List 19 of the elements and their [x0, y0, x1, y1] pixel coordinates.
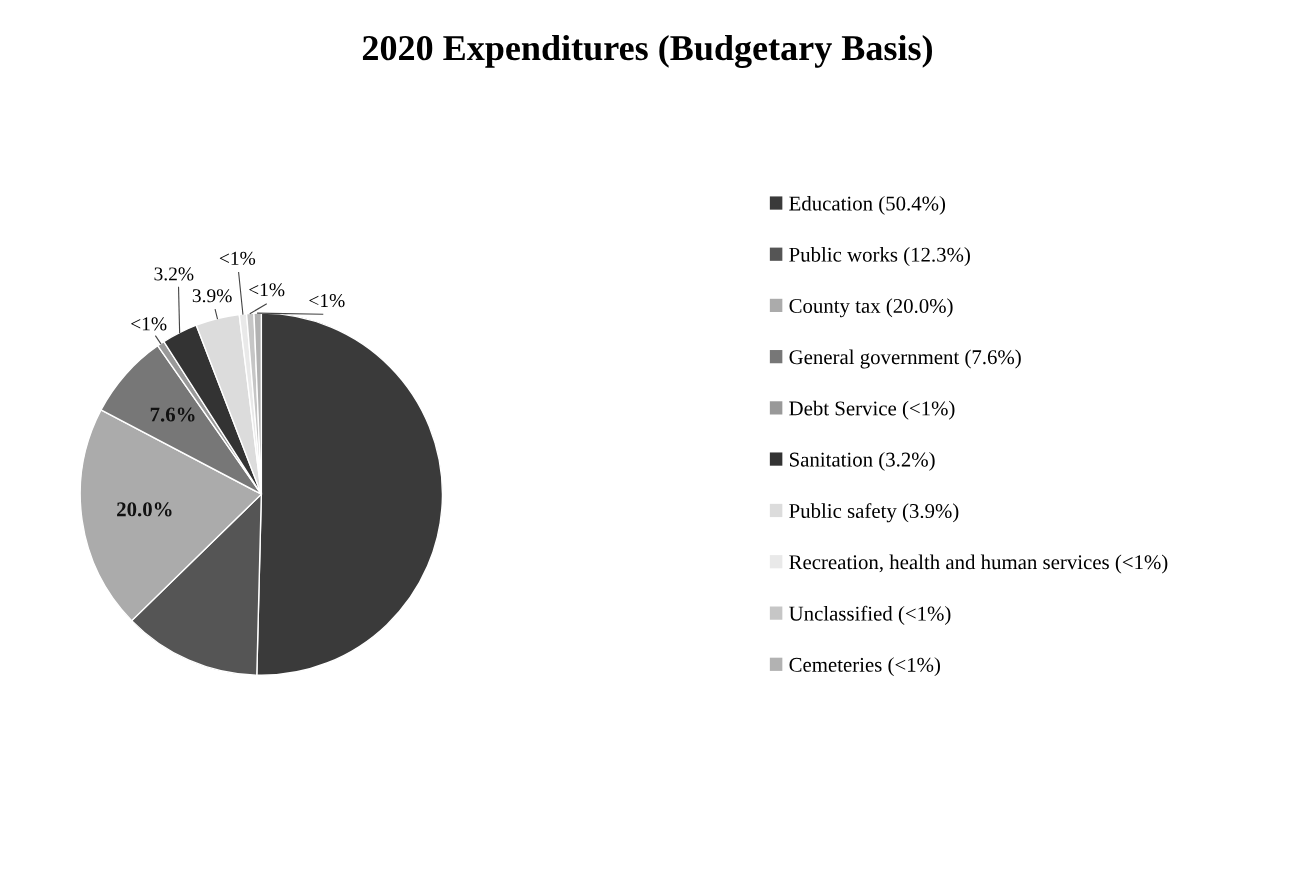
data-label: 20.0%	[117, 502, 172, 517]
data-label: <1%	[131, 317, 167, 331]
legend-label: Cemeteries (<1%)	[789, 657, 940, 677]
legend-label: County tax (20.0%)	[789, 298, 953, 318]
legend-label: Education (50.4%)	[789, 195, 946, 215]
legend-label: Public safety (3.9%)	[789, 503, 959, 523]
data-label: 3.9%	[192, 289, 232, 303]
legend-label: General government (7.6%)	[789, 349, 1021, 369]
chart-title: 2020 Expenditures (Budgetary Basis)	[362, 34, 932, 68]
data-label: <1%	[309, 293, 345, 308]
data-label: <1%	[219, 251, 256, 265]
data-label: <1%	[249, 283, 285, 297]
data-label: 3.2%	[154, 267, 194, 281]
legend-label: Sanitation (3.2%)	[789, 451, 935, 471]
legend-label: Recreation, health and human services (<1%)	[789, 554, 1168, 574]
legend-label: Unclassified (<1%)	[789, 605, 951, 625]
legend-label: Public works (12.3%)	[789, 247, 970, 266]
legend-label: Debt Service (<1%)	[789, 400, 955, 420]
data-label: 7.6%	[150, 407, 195, 422]
